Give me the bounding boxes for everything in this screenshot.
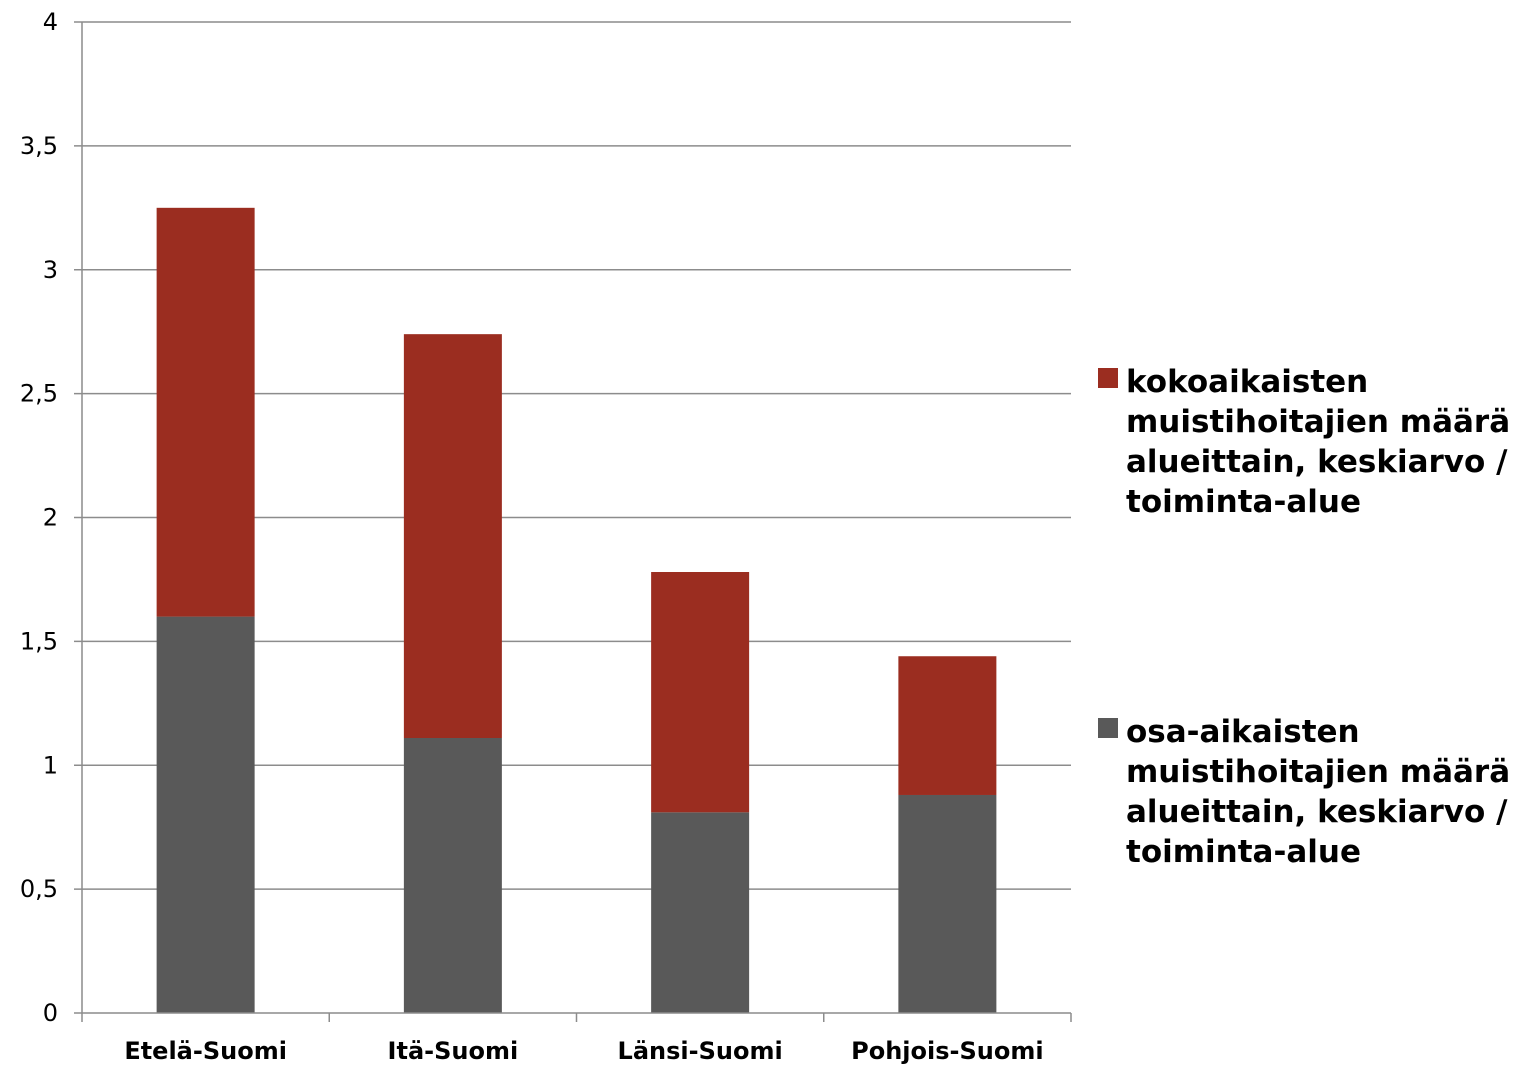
- y-tick-label: 3: [43, 256, 58, 284]
- y-tick-label: 2,5: [20, 380, 58, 408]
- y-tick-label: 0,5: [20, 875, 58, 903]
- bar-segment-osa-aikaisten: [156, 616, 255, 1013]
- x-category-label: Länsi-Suomi: [618, 1037, 783, 1065]
- y-tick-label: 0: [43, 999, 58, 1027]
- bar-segment-osa-aikaisten: [403, 737, 502, 1013]
- legend-label-kokoaikaisten: kokoaikaisten muistihoitajien määrä alue…: [1126, 364, 1511, 520]
- bar-segment-kokoaikaisten: [898, 656, 997, 795]
- bar-segment-kokoaikaisten: [403, 334, 502, 738]
- axes: [81, 22, 1072, 1022]
- bar-segment-osa-aikaisten: [651, 812, 750, 1013]
- y-tick-label: 2: [43, 504, 58, 532]
- y-tick-label: 1,5: [20, 627, 58, 655]
- legend-swatch-kokoaikaisten: [1098, 368, 1118, 388]
- y-axis-tick-labels: 0 0,5 1 1,5 2 2,5 3 3,5 4: [20, 8, 58, 1027]
- legend-swatch-osa-aikaisten: [1098, 718, 1118, 738]
- y-tick-label: 1: [43, 751, 58, 779]
- x-category-label: Itä-Suomi: [388, 1037, 519, 1065]
- x-category-label: Etelä-Suomi: [124, 1037, 287, 1065]
- legend-label-osa-aikaisten: osa-aikaisten muistihoitajien määrä alue…: [1126, 714, 1511, 870]
- bars: [156, 207, 997, 1013]
- bar-segment-osa-aikaisten: [898, 794, 997, 1013]
- x-category-label: Pohjois-Suomi: [851, 1037, 1043, 1065]
- y-tick-label: 4: [43, 8, 58, 36]
- x-axis-category-labels: Etelä-Suomi Itä-Suomi Länsi-Suomi Pohjois-S…: [124, 1037, 1043, 1065]
- bar-segment-kokoaikaisten: [651, 572, 750, 813]
- y-tick-label: 3,5: [20, 132, 58, 160]
- bar-segment-kokoaikaisten: [156, 207, 255, 617]
